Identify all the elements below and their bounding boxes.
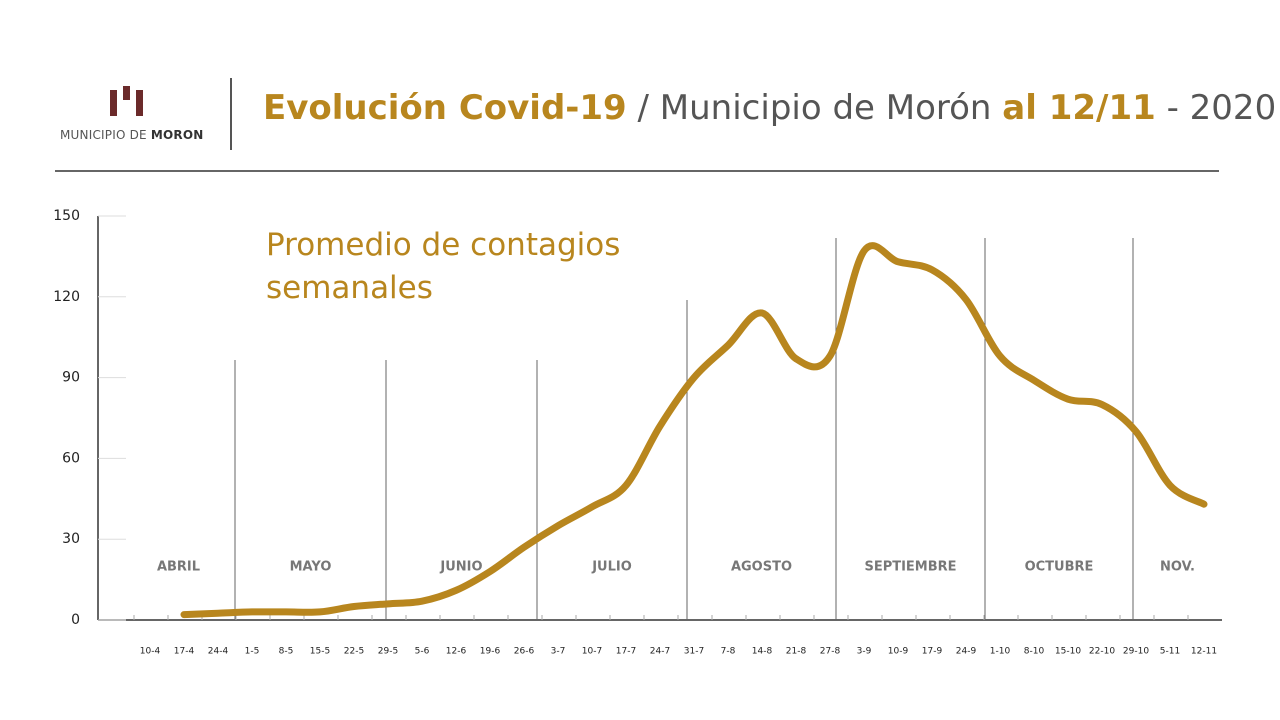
x-tick-label: 17-7	[616, 647, 636, 657]
month-label: JUNIO	[439, 560, 482, 575]
logo-line2: MORON	[150, 128, 204, 142]
x-tick-label: 24-7	[650, 647, 670, 657]
x-tick-label: 15-10	[1055, 647, 1081, 657]
y-tick-label: 60	[62, 450, 80, 466]
logo-text: MUNICIPIO DE MORON	[60, 128, 203, 142]
chart-title: Evolución Covid-19 / Municipio de Morón …	[263, 88, 1276, 128]
logo-icon	[110, 86, 143, 116]
title-part: al 12/11	[1002, 88, 1156, 128]
y-tick-label: 120	[53, 289, 80, 305]
month-label: OCTUBRE	[1025, 560, 1094, 575]
x-tick-label: 26-6	[514, 647, 535, 657]
x-tick-label: 31-7	[684, 647, 704, 657]
x-tick-label: 5-11	[1160, 647, 1180, 657]
x-tick-label: 22-5	[344, 647, 364, 657]
logo-line1: MUNICIPIO DE	[60, 128, 147, 142]
title-part: Evolución Covid-19	[263, 88, 627, 128]
month-label: MAYO	[290, 560, 332, 575]
x-tick-label: 10-9	[888, 647, 909, 657]
x-tick-label: 24-9	[956, 647, 977, 657]
x-tick-label: 17-9	[922, 647, 943, 657]
divider	[230, 78, 232, 150]
x-tick-label: 10-7	[582, 647, 602, 657]
title-part: - 2020	[1166, 88, 1277, 128]
x-tick-label: 8-5	[279, 647, 294, 657]
x-tick-label: 17-4	[174, 647, 195, 657]
x-tick-label: 12-6	[446, 647, 467, 657]
month-label: NOV.	[1160, 560, 1195, 575]
x-tick-label: 24-4	[208, 647, 229, 657]
y-tick-label: 90	[62, 370, 80, 386]
x-tick-label: 15-5	[310, 647, 330, 657]
month-label: JULIO	[591, 560, 632, 575]
x-tick-label: 3-7	[551, 647, 566, 657]
y-tick-label: 0	[71, 612, 80, 628]
month-label: SEPTIEMBRE	[864, 560, 956, 575]
y-tick-label: 150	[53, 208, 80, 224]
month-label: AGOSTO	[731, 560, 792, 575]
x-tick-label: 21-8	[786, 647, 807, 657]
x-tick-label: 12-11	[1191, 647, 1217, 657]
x-tick-label: 3-9	[857, 647, 872, 657]
x-tick-label: 29-10	[1123, 647, 1149, 657]
x-tick-label: 8-10	[1024, 647, 1045, 657]
chart-subtitle: Promedio de contagios semanales	[266, 227, 621, 306]
y-tick-label: 30	[62, 531, 80, 547]
x-tick-label: 7-8	[721, 647, 736, 657]
x-tick-label: 14-8	[752, 647, 773, 657]
x-tick-label: 19-6	[480, 647, 501, 657]
x-tick-label: 22-10	[1089, 647, 1115, 657]
x-tick-label: 27-8	[820, 647, 841, 657]
x-tick-label: 10-4	[140, 647, 161, 657]
x-tick-label: 29-5	[378, 647, 398, 657]
data-line	[180, 242, 1208, 619]
month-label: ABRIL	[157, 560, 200, 575]
title-part: / Municipio de Morón	[637, 88, 992, 128]
x-tick-label: 1-5	[245, 647, 260, 657]
x-tick-label: 5-6	[415, 647, 430, 657]
x-tick-label: 1-10	[990, 647, 1011, 657]
header: MUNICIPIO DE MORON Evolución Covid-19 / …	[0, 0, 1280, 175]
rule	[55, 170, 1219, 172]
